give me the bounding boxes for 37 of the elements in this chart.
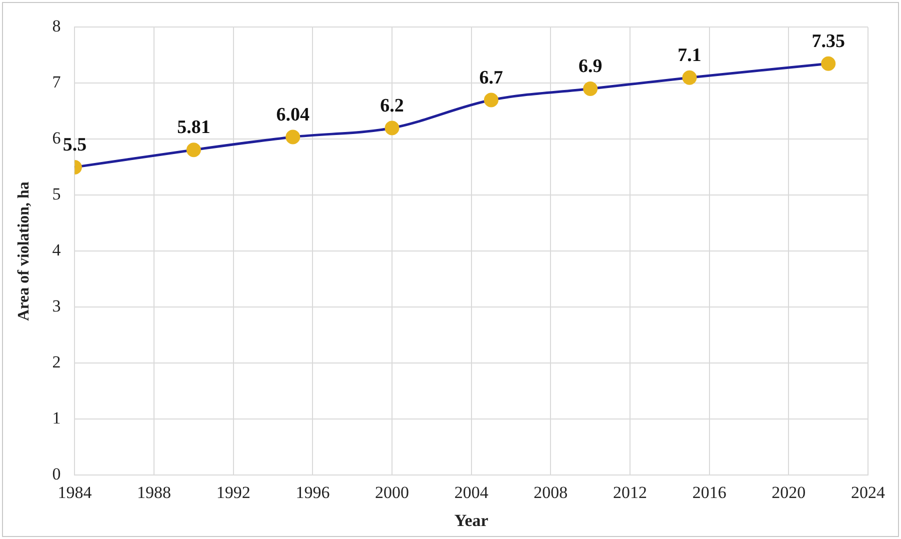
- y-axis-title: Area of violation, ha: [16, 182, 33, 321]
- point: [583, 82, 598, 96]
- y-tick-label: 1: [52, 408, 61, 428]
- y-tick-label: 6: [52, 128, 61, 148]
- y-tick-label: 2: [52, 352, 61, 372]
- y-tick-label: 4: [52, 240, 62, 260]
- point: [286, 130, 300, 144]
- y-tick-label: 0: [52, 464, 61, 484]
- x-tick-label: 1996: [296, 482, 330, 502]
- point: [682, 70, 697, 85]
- x-tick-label: 2012: [613, 482, 648, 502]
- y-tick-label: 7: [52, 72, 62, 92]
- data-label: 6.7: [479, 67, 504, 88]
- x-tick-label: 1992: [216, 482, 250, 502]
- point: [384, 120, 400, 136]
- point: [821, 56, 836, 71]
- x-tick-label: 2004: [454, 482, 489, 502]
- data-label: 6.2: [380, 95, 404, 116]
- x-tick-label: 2008: [534, 482, 568, 502]
- data-label: 5.5: [62, 134, 87, 156]
- x-tick-label: 2024: [851, 482, 886, 502]
- y-tick-label: 8: [52, 16, 61, 36]
- x-axis-title: Year: [454, 511, 489, 530]
- x-tick-label: 2000: [375, 482, 410, 502]
- y-tick-label: 3: [52, 296, 61, 316]
- data-label: 6.04: [276, 104, 310, 126]
- x-tick-label: 2020: [772, 482, 806, 502]
- x-tick-label: 1988: [137, 482, 172, 502]
- data-label: 6.9: [578, 56, 602, 78]
- point: [484, 92, 498, 108]
- x-tick-label: 2016: [692, 482, 726, 502]
- data-label: 7.1: [678, 45, 702, 66]
- y-tick-label: 5: [52, 184, 61, 204]
- point: [186, 142, 201, 158]
- data-label: 5.81: [177, 117, 210, 138]
- data-label: 7.35: [812, 31, 845, 52]
- x-tick-label: 1984: [58, 482, 92, 502]
